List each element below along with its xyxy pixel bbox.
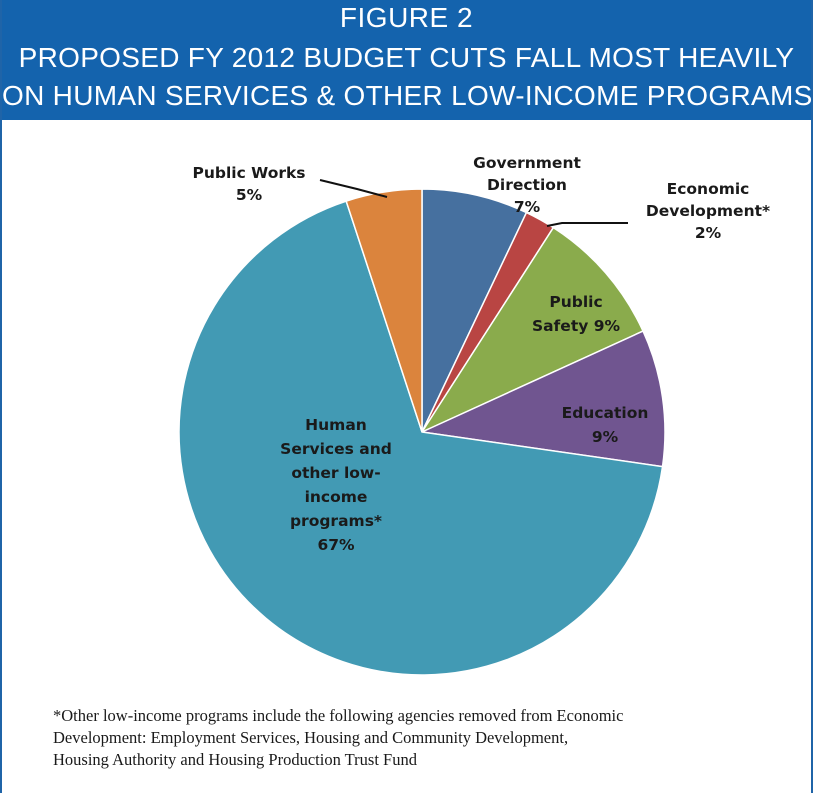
pie-chart: Government Direction 7% Economic Development… — [178, 154, 770, 676]
figure-label: FIGURE 2 — [339, 2, 474, 33]
slice-label-government-direction: Government Direction 7% — [473, 154, 581, 216]
figure-header: FIGURE 2 PROPOSED FY 2012 BUDGET CUTS FA… — [2, 0, 813, 120]
slice-label-public-works: Public Works 5% — [192, 164, 305, 204]
footnote-line-1: *Other low-income programs include the f… — [53, 706, 624, 725]
slice-label-human-services-and-other-low-income-programs: Human Services and other low-income program… — [280, 416, 392, 554]
footnote-line-2: Development: Employment Services, Housin… — [53, 728, 569, 747]
chart-title-line-2: ON HUMAN SERVICES & OTHER LOW-INCOME PRO… — [2, 80, 813, 111]
leader-line-economic-development — [546, 222, 628, 227]
slice-label-education: Education 9% — [562, 404, 649, 446]
pie-slice-education — [419, 330, 666, 468]
pie-slice-public-safety — [419, 226, 645, 434]
leader-line-public-works — [319, 179, 388, 198]
pie-slice-public-works — [345, 188, 423, 433]
footnote: *Other low-income programs include the f… — [53, 705, 793, 771]
pie-slice-human-services-and-other-low-income-programs — [178, 200, 664, 676]
pie-slice-government-direction — [421, 188, 528, 433]
chart-title-line-1: PROPOSED FY 2012 BUDGET CUTS FALL MOST H… — [18, 42, 795, 73]
footnote-line-3: Housing Authority and Housing Production… — [53, 750, 417, 769]
slice-label-public-safety: Public Safety 9% — [532, 293, 621, 335]
slice-label-economic-development: Economic Development* 2% — [646, 180, 770, 242]
